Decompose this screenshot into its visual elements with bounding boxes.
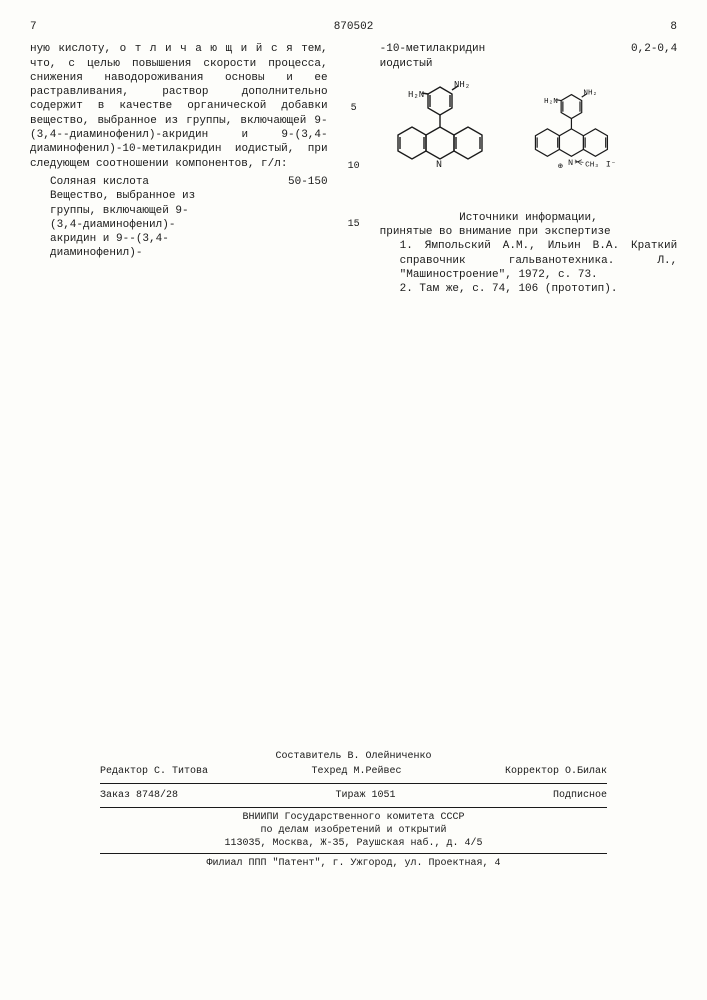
- svg-text:⊕: ⊕: [557, 161, 562, 171]
- ref-2: 2. Там же, с. 74, 106 (прототип).: [400, 282, 678, 296]
- doc-number: 870502: [334, 20, 374, 34]
- chem-structures: NH₂ H₂N: [380, 75, 678, 205]
- page-right: 8: [670, 20, 677, 34]
- refs-heading: Источники информации,: [380, 211, 678, 225]
- line-mark: 5: [348, 102, 360, 115]
- divider: [100, 807, 607, 808]
- compound-cont: -10-метилакридин иодистый: [380, 42, 510, 71]
- editor: Редактор С. Титова: [100, 765, 208, 778]
- divider: [100, 853, 607, 854]
- svg-text:I⁻: I⁻: [605, 159, 615, 169]
- org-line-1: ВНИИПИ Государственного комитета СССР: [100, 811, 607, 824]
- svg-text:NH₂: NH₂: [454, 80, 470, 90]
- org-address: 113035, Москва, Ж-35, Раушская наб., д. …: [100, 837, 607, 850]
- right-column: -10-метилакридин иодистый 0,2-0,4 NH₂ H₂…: [380, 42, 678, 296]
- ref-1: 1. Ямпольский А.М., Ильин В.А. Краткий с…: [400, 239, 678, 282]
- line-mark: 15: [348, 218, 360, 231]
- line-number-gutter: 5 10 15: [348, 42, 360, 296]
- footer-block: Составитель В. Олейниченко Редактор С. Т…: [100, 750, 607, 870]
- corrector: Корректор О.Билак: [505, 765, 607, 778]
- subscription: Подписное: [553, 789, 607, 802]
- org-line-2: по делам изобретений и открытий: [100, 824, 607, 837]
- svg-text:H₂N: H₂N: [408, 90, 424, 100]
- content-columns: ную кислоту, о т л и ч а ю щ и й с я тем…: [30, 42, 677, 296]
- svg-text:N: N: [436, 160, 442, 171]
- order-number: Заказ 8748/28: [100, 789, 178, 802]
- circulation: Тираж 1051: [335, 789, 395, 802]
- acridine-structure: NH₂ H₂N: [380, 75, 500, 205]
- hcl-value: 50-150: [288, 175, 328, 189]
- tech-editor: Техред М.Рейвес: [311, 765, 401, 778]
- svg-text:NH₂: NH₂: [583, 89, 597, 97]
- left-paragraph: ную кислоту, о т л и ч а ю щ и й с я тем…: [30, 42, 328, 171]
- hcl-label: Соляная кислота: [50, 175, 149, 189]
- divider: [100, 783, 607, 784]
- svg-text:N: N: [568, 158, 573, 168]
- substance-block: Вещество, выбранное из группы, включающе…: [50, 189, 210, 260]
- refs-subheading: принятые во внимание при экспертизе: [380, 225, 678, 239]
- compiler: Составитель В. Олейниченко: [100, 750, 607, 763]
- header-row: 7 870502 8: [30, 20, 677, 34]
- svg-text:CH₃: CH₃: [585, 161, 599, 169]
- page-left: 7: [30, 20, 37, 34]
- branch-address: Филиал ППП "Патент", г. Ужгород, ул. Про…: [100, 857, 607, 870]
- compound-value: 0,2-0,4: [631, 42, 677, 71]
- left-column: ную кислоту, о т л и ч а ю щ и й с я тем…: [30, 42, 328, 296]
- methylacridinium-structure: NH₂ H₂N N ⊕ CH₃: [520, 75, 640, 205]
- line-mark: 10: [348, 160, 360, 173]
